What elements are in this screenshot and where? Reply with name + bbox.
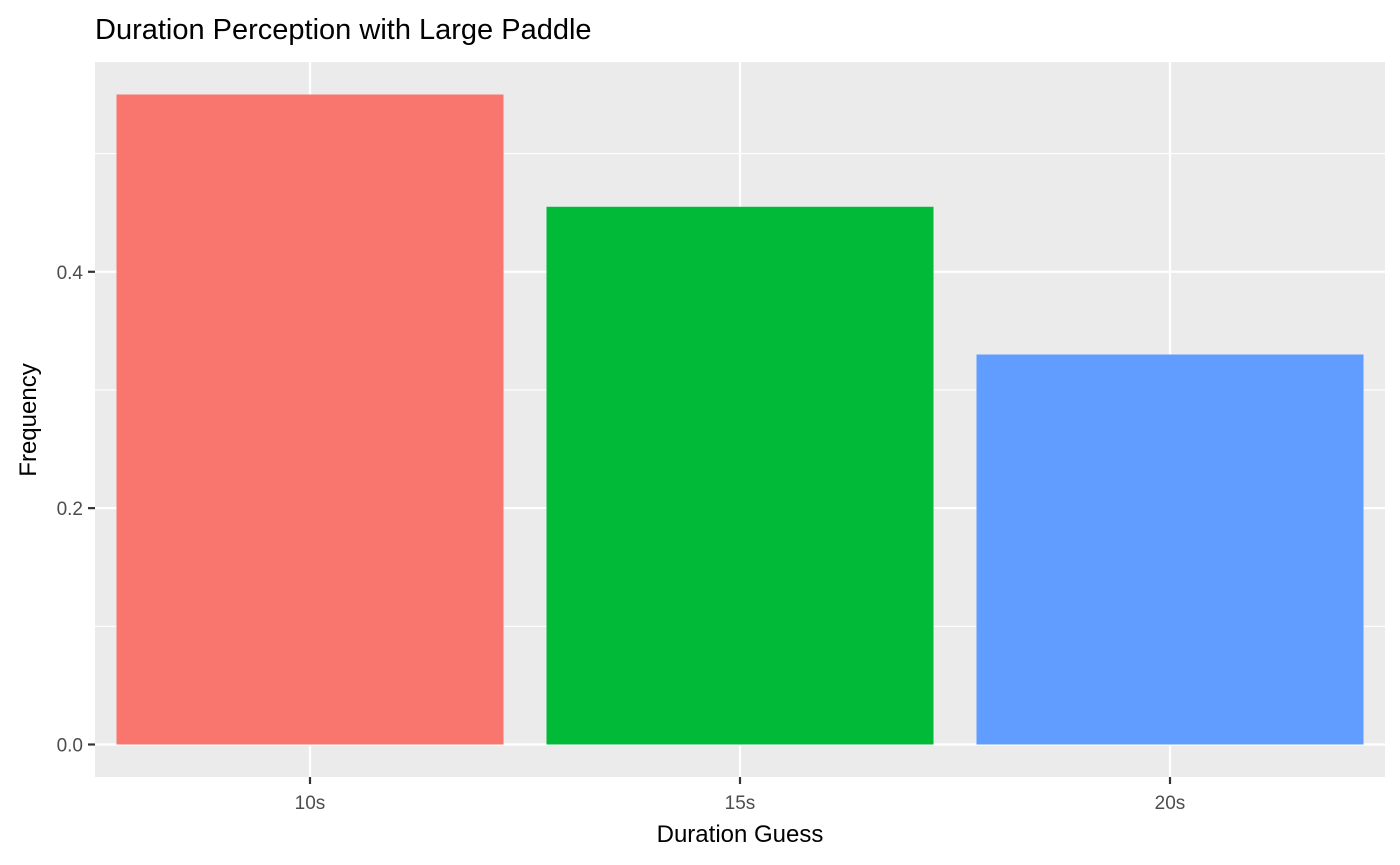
x-tick-label: 15s — [725, 793, 756, 814]
bar-20s — [976, 354, 1364, 745]
x-axis: 10s 15s 20s — [295, 777, 1186, 814]
chart-title: Duration Perception with Large Paddle — [95, 14, 592, 46]
y-tick-label: 0.2 — [57, 499, 83, 520]
y-axis-title: Frequency — [15, 363, 42, 476]
y-tick-label: 0.0 — [57, 736, 83, 757]
x-tick-label: 20s — [1155, 793, 1186, 814]
bar-15s — [546, 206, 934, 745]
x-axis-title: Duration Guess — [657, 821, 824, 848]
bars — [116, 94, 1364, 745]
bar-10s — [116, 94, 504, 745]
y-axis: 0.0 0.2 0.4 — [57, 263, 95, 757]
y-tick-label: 0.4 — [57, 263, 84, 284]
x-tick-label: 10s — [295, 793, 326, 814]
